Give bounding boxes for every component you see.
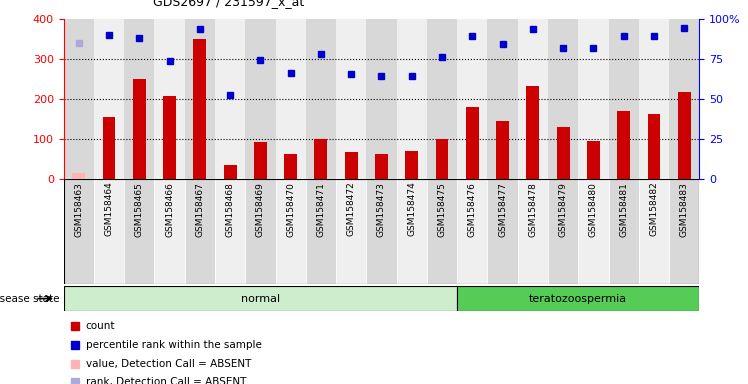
Bar bbox=[336, 19, 367, 179]
Bar bbox=[64, 19, 94, 179]
Bar bbox=[245, 19, 275, 179]
Bar bbox=[275, 19, 306, 179]
Bar bbox=[457, 179, 488, 284]
Bar bbox=[639, 19, 669, 179]
Text: teratozoospermia: teratozoospermia bbox=[530, 293, 628, 304]
Text: GSM158475: GSM158475 bbox=[438, 182, 447, 237]
Text: GSM158467: GSM158467 bbox=[195, 182, 204, 237]
Bar bbox=[306, 179, 336, 284]
Text: GSM158482: GSM158482 bbox=[649, 182, 658, 237]
Bar bbox=[678, 92, 690, 179]
Bar bbox=[64, 179, 94, 284]
Bar bbox=[306, 19, 336, 179]
Bar bbox=[488, 179, 518, 284]
Bar bbox=[154, 179, 185, 284]
Bar bbox=[224, 165, 236, 179]
Bar bbox=[275, 179, 306, 284]
Text: GSM158474: GSM158474 bbox=[407, 182, 416, 237]
Bar bbox=[367, 19, 396, 179]
Bar bbox=[669, 19, 699, 179]
Bar bbox=[345, 152, 358, 179]
Bar bbox=[518, 179, 548, 284]
Text: percentile rank within the sample: percentile rank within the sample bbox=[86, 340, 262, 350]
Text: GSM158478: GSM158478 bbox=[528, 182, 537, 237]
Text: GSM158473: GSM158473 bbox=[377, 182, 386, 237]
Bar bbox=[609, 19, 639, 179]
Bar bbox=[154, 19, 185, 179]
Bar bbox=[124, 179, 154, 284]
Bar bbox=[163, 96, 176, 179]
Text: GSM158468: GSM158468 bbox=[226, 182, 235, 237]
Bar bbox=[284, 154, 297, 179]
Bar bbox=[488, 19, 518, 179]
Bar bbox=[648, 114, 660, 179]
Bar bbox=[396, 179, 427, 284]
Bar bbox=[669, 179, 699, 284]
Text: disease state: disease state bbox=[0, 293, 60, 304]
Bar bbox=[124, 19, 154, 179]
Text: GSM158480: GSM158480 bbox=[589, 182, 598, 237]
Text: GSM158469: GSM158469 bbox=[256, 182, 265, 237]
Bar bbox=[578, 179, 609, 284]
Bar bbox=[194, 39, 206, 179]
Text: count: count bbox=[86, 321, 115, 331]
Text: GSM158470: GSM158470 bbox=[286, 182, 295, 237]
Text: GSM158472: GSM158472 bbox=[347, 182, 356, 237]
Text: GSM158483: GSM158483 bbox=[680, 182, 689, 237]
Text: GSM158476: GSM158476 bbox=[468, 182, 476, 237]
Bar bbox=[64, 286, 457, 311]
Bar bbox=[245, 179, 275, 284]
Bar bbox=[254, 142, 267, 179]
Text: GSM158481: GSM158481 bbox=[619, 182, 628, 237]
Text: GSM158465: GSM158465 bbox=[135, 182, 144, 237]
Text: GSM158464: GSM158464 bbox=[105, 182, 114, 237]
Bar bbox=[94, 179, 124, 284]
Bar bbox=[457, 19, 488, 179]
Bar bbox=[375, 154, 388, 179]
Bar bbox=[367, 179, 396, 284]
Text: value, Detection Call = ABSENT: value, Detection Call = ABSENT bbox=[86, 359, 251, 369]
Bar bbox=[427, 19, 457, 179]
Bar bbox=[405, 151, 418, 179]
Bar bbox=[609, 179, 639, 284]
Text: GSM158471: GSM158471 bbox=[316, 182, 325, 237]
Bar bbox=[427, 179, 457, 284]
Text: rank, Detection Call = ABSENT: rank, Detection Call = ABSENT bbox=[86, 377, 246, 384]
Bar bbox=[639, 179, 669, 284]
Bar bbox=[133, 79, 146, 179]
Bar bbox=[466, 107, 479, 179]
Bar bbox=[102, 117, 115, 179]
Bar bbox=[94, 19, 124, 179]
Bar bbox=[527, 86, 539, 179]
Text: GSM158477: GSM158477 bbox=[498, 182, 507, 237]
Bar bbox=[215, 19, 245, 179]
Bar bbox=[457, 286, 699, 311]
Bar bbox=[557, 127, 569, 179]
Bar bbox=[185, 179, 215, 284]
Bar bbox=[314, 139, 328, 179]
Bar bbox=[215, 179, 245, 284]
Bar bbox=[587, 141, 600, 179]
Bar bbox=[435, 139, 449, 179]
Bar bbox=[518, 19, 548, 179]
Bar bbox=[336, 179, 367, 284]
Text: GSM158466: GSM158466 bbox=[165, 182, 174, 237]
Text: GSM158463: GSM158463 bbox=[74, 182, 83, 237]
Bar bbox=[73, 172, 85, 179]
Bar bbox=[396, 19, 427, 179]
Bar bbox=[185, 19, 215, 179]
Bar bbox=[578, 19, 609, 179]
Text: GSM158479: GSM158479 bbox=[559, 182, 568, 237]
Bar bbox=[548, 179, 578, 284]
Bar bbox=[617, 111, 630, 179]
Text: GDS2697 / 231597_x_at: GDS2697 / 231597_x_at bbox=[153, 0, 304, 8]
Bar bbox=[548, 19, 578, 179]
Bar bbox=[496, 121, 509, 179]
Text: normal: normal bbox=[241, 293, 280, 304]
